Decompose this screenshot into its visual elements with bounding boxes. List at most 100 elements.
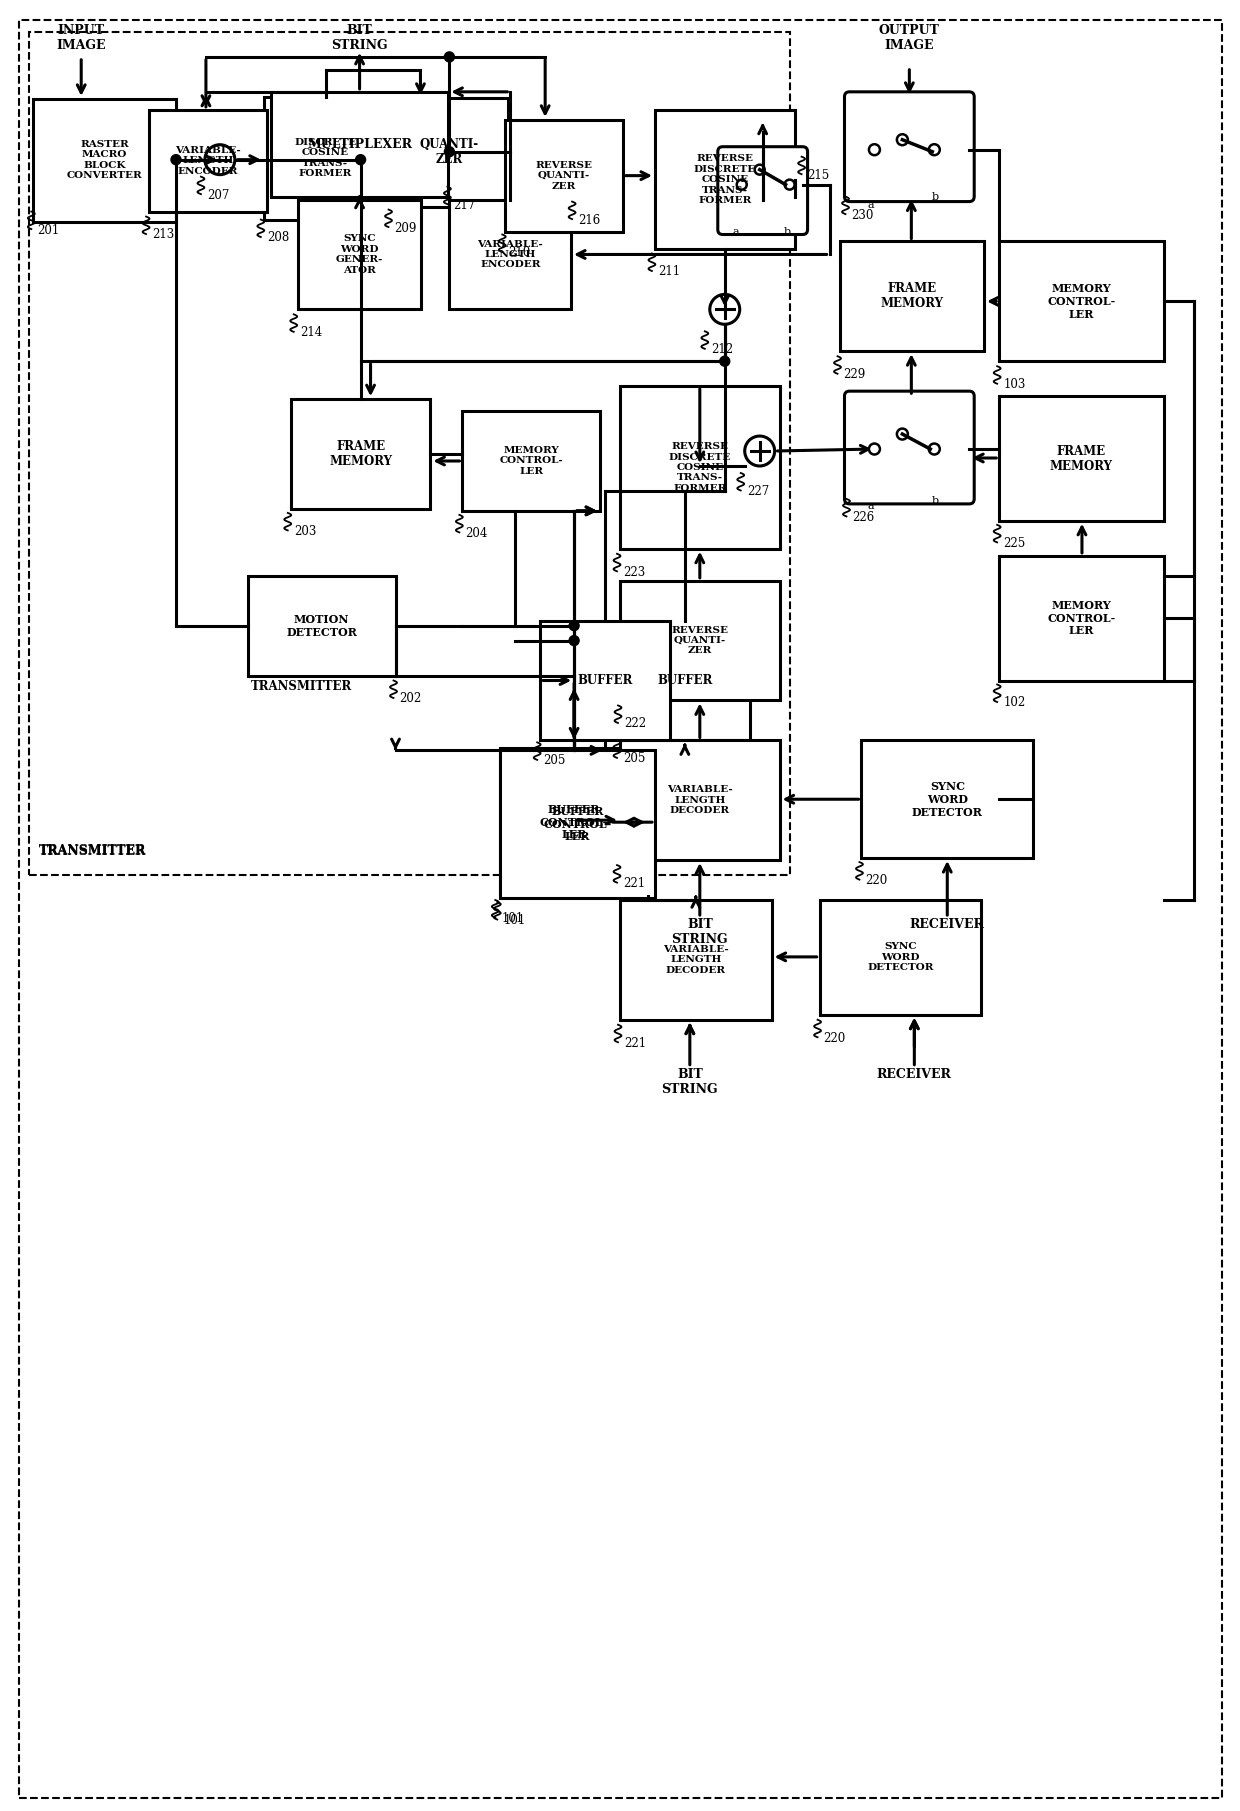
Text: FRAME
MEMORY: FRAME MEMORY [329,440,392,467]
Circle shape [569,621,579,630]
Text: 225: 225 [1003,536,1025,551]
Text: 217: 217 [454,199,476,212]
Text: 229: 229 [843,368,866,380]
Text: 227: 227 [746,485,769,498]
Text: TRANSMITTER: TRANSMITTER [40,844,146,857]
Text: REVERSE
QUANTI-
ZER: REVERSE QUANTI- ZER [671,625,728,656]
FancyBboxPatch shape [820,900,981,1014]
Text: RECEIVER: RECEIVER [910,918,985,931]
Text: MEMORY
CONTROL-
LER: MEMORY CONTROL- LER [500,446,563,476]
FancyBboxPatch shape [33,100,176,221]
Text: 223: 223 [622,565,645,580]
Text: 209: 209 [394,221,417,234]
Text: REVERSE
DISCRETE
COSINE
TRANS-
FORMER: REVERSE DISCRETE COSINE TRANS- FORMER [693,154,756,205]
FancyBboxPatch shape [500,748,649,896]
Text: MULTIPLEXER: MULTIPLEXER [308,138,412,150]
Text: 205: 205 [622,752,645,766]
Text: BUFFER
CONTROL-
LER: BUFFER CONTROL- LER [539,804,609,840]
FancyBboxPatch shape [839,241,985,351]
FancyBboxPatch shape [463,411,600,511]
Circle shape [719,357,730,366]
Circle shape [444,53,454,62]
Text: b: b [931,496,939,505]
Text: 203: 203 [294,525,316,538]
Text: 221: 221 [624,1036,646,1050]
FancyBboxPatch shape [264,96,387,219]
Text: a: a [868,199,874,210]
Text: 220: 220 [866,875,888,887]
Text: FRAME
MEMORY: FRAME MEMORY [880,283,944,310]
Text: DISCRETE
COSINE
TRANS-
FORMER: DISCRETE COSINE TRANS- FORMER [294,138,356,177]
FancyBboxPatch shape [862,741,1033,858]
Text: 221: 221 [622,877,645,889]
FancyBboxPatch shape [541,621,670,741]
FancyBboxPatch shape [620,386,780,549]
Text: BUFFER: BUFFER [657,674,713,686]
Text: 230: 230 [852,208,874,221]
Text: INPUT
IMAGE: INPUT IMAGE [57,24,105,53]
Text: MEMORY
CONTROL-
LER: MEMORY CONTROL- LER [1048,283,1116,321]
FancyBboxPatch shape [149,110,267,212]
FancyBboxPatch shape [248,576,396,676]
Text: BIT
STRING: BIT STRING [672,918,728,945]
FancyBboxPatch shape [844,391,975,503]
Text: VARIABLE-
LENGTH
DECODER: VARIABLE- LENGTH DECODER [663,945,729,974]
Text: 101: 101 [503,915,526,927]
FancyBboxPatch shape [844,92,975,201]
Text: 204: 204 [465,527,487,540]
Text: 210: 210 [508,246,531,259]
FancyBboxPatch shape [505,120,622,232]
FancyBboxPatch shape [999,397,1164,522]
Text: BUFFER: BUFFER [578,674,632,686]
Text: 212: 212 [711,344,733,357]
Text: SYNC
WORD
DETECTOR: SYNC WORD DETECTOR [867,942,934,973]
Text: 226: 226 [852,511,874,523]
FancyBboxPatch shape [290,398,430,509]
Circle shape [569,636,579,645]
FancyBboxPatch shape [500,750,655,898]
Text: MOTION
DETECTOR: MOTION DETECTOR [286,614,357,637]
Text: 205: 205 [543,755,565,768]
Text: BIT
STRING: BIT STRING [661,1068,718,1096]
Text: VARIABLE-
LENGTH
ENCODER: VARIABLE- LENGTH ENCODER [477,239,543,270]
FancyBboxPatch shape [999,556,1164,681]
Text: VARIABLE-
LENGTH
ENCODER: VARIABLE- LENGTH ENCODER [175,145,241,176]
FancyBboxPatch shape [655,110,795,250]
Text: 214: 214 [300,326,322,339]
FancyBboxPatch shape [298,199,422,310]
Text: 222: 222 [624,717,646,730]
Text: SYNC
WORD
GENER-
ATOR: SYNC WORD GENER- ATOR [336,234,383,275]
Text: 201: 201 [37,223,60,237]
Text: a: a [868,502,874,511]
Text: 220: 220 [823,1032,846,1045]
FancyBboxPatch shape [620,621,750,741]
Text: 103: 103 [1003,378,1025,391]
Circle shape [444,147,454,158]
Text: FRAME
MEMORY: FRAME MEMORY [1050,444,1114,473]
Circle shape [356,154,366,165]
Text: TRANSMITTER: TRANSMITTER [40,846,146,858]
FancyBboxPatch shape [391,98,508,206]
Text: QUANTI-
ZER: QUANTI- ZER [420,138,479,167]
Text: MEMORY
CONTROL-
LER: MEMORY CONTROL- LER [1048,599,1116,636]
Text: REVERSE
DISCRETE
COSINE
TRANS-
FORMER: REVERSE DISCRETE COSINE TRANS- FORMER [668,442,730,493]
Text: b: b [931,192,939,201]
Text: 202: 202 [399,692,422,706]
Text: a: a [733,226,739,237]
Text: b: b [784,226,791,237]
Text: SYNC
WORD
DETECTOR: SYNC WORD DETECTOR [911,781,983,817]
FancyBboxPatch shape [270,92,449,197]
Circle shape [171,154,181,165]
Text: 102: 102 [1003,697,1025,710]
Text: 207: 207 [207,188,229,201]
Text: BUFFER
CONTROL-
LER: BUFFER CONTROL- LER [543,806,611,842]
FancyBboxPatch shape [620,900,771,1020]
Text: REVERSE
QUANTI-
ZER: REVERSE QUANTI- ZER [536,161,593,190]
Text: 211: 211 [658,266,680,279]
Text: VARIABLE-
LENGTH
DECODER: VARIABLE- LENGTH DECODER [667,786,733,815]
Text: 216: 216 [578,214,600,226]
Text: 208: 208 [267,232,289,244]
Text: RECEIVER: RECEIVER [877,1068,952,1081]
Text: OUTPUT
IMAGE: OUTPUT IMAGE [879,24,940,53]
FancyBboxPatch shape [620,741,780,860]
